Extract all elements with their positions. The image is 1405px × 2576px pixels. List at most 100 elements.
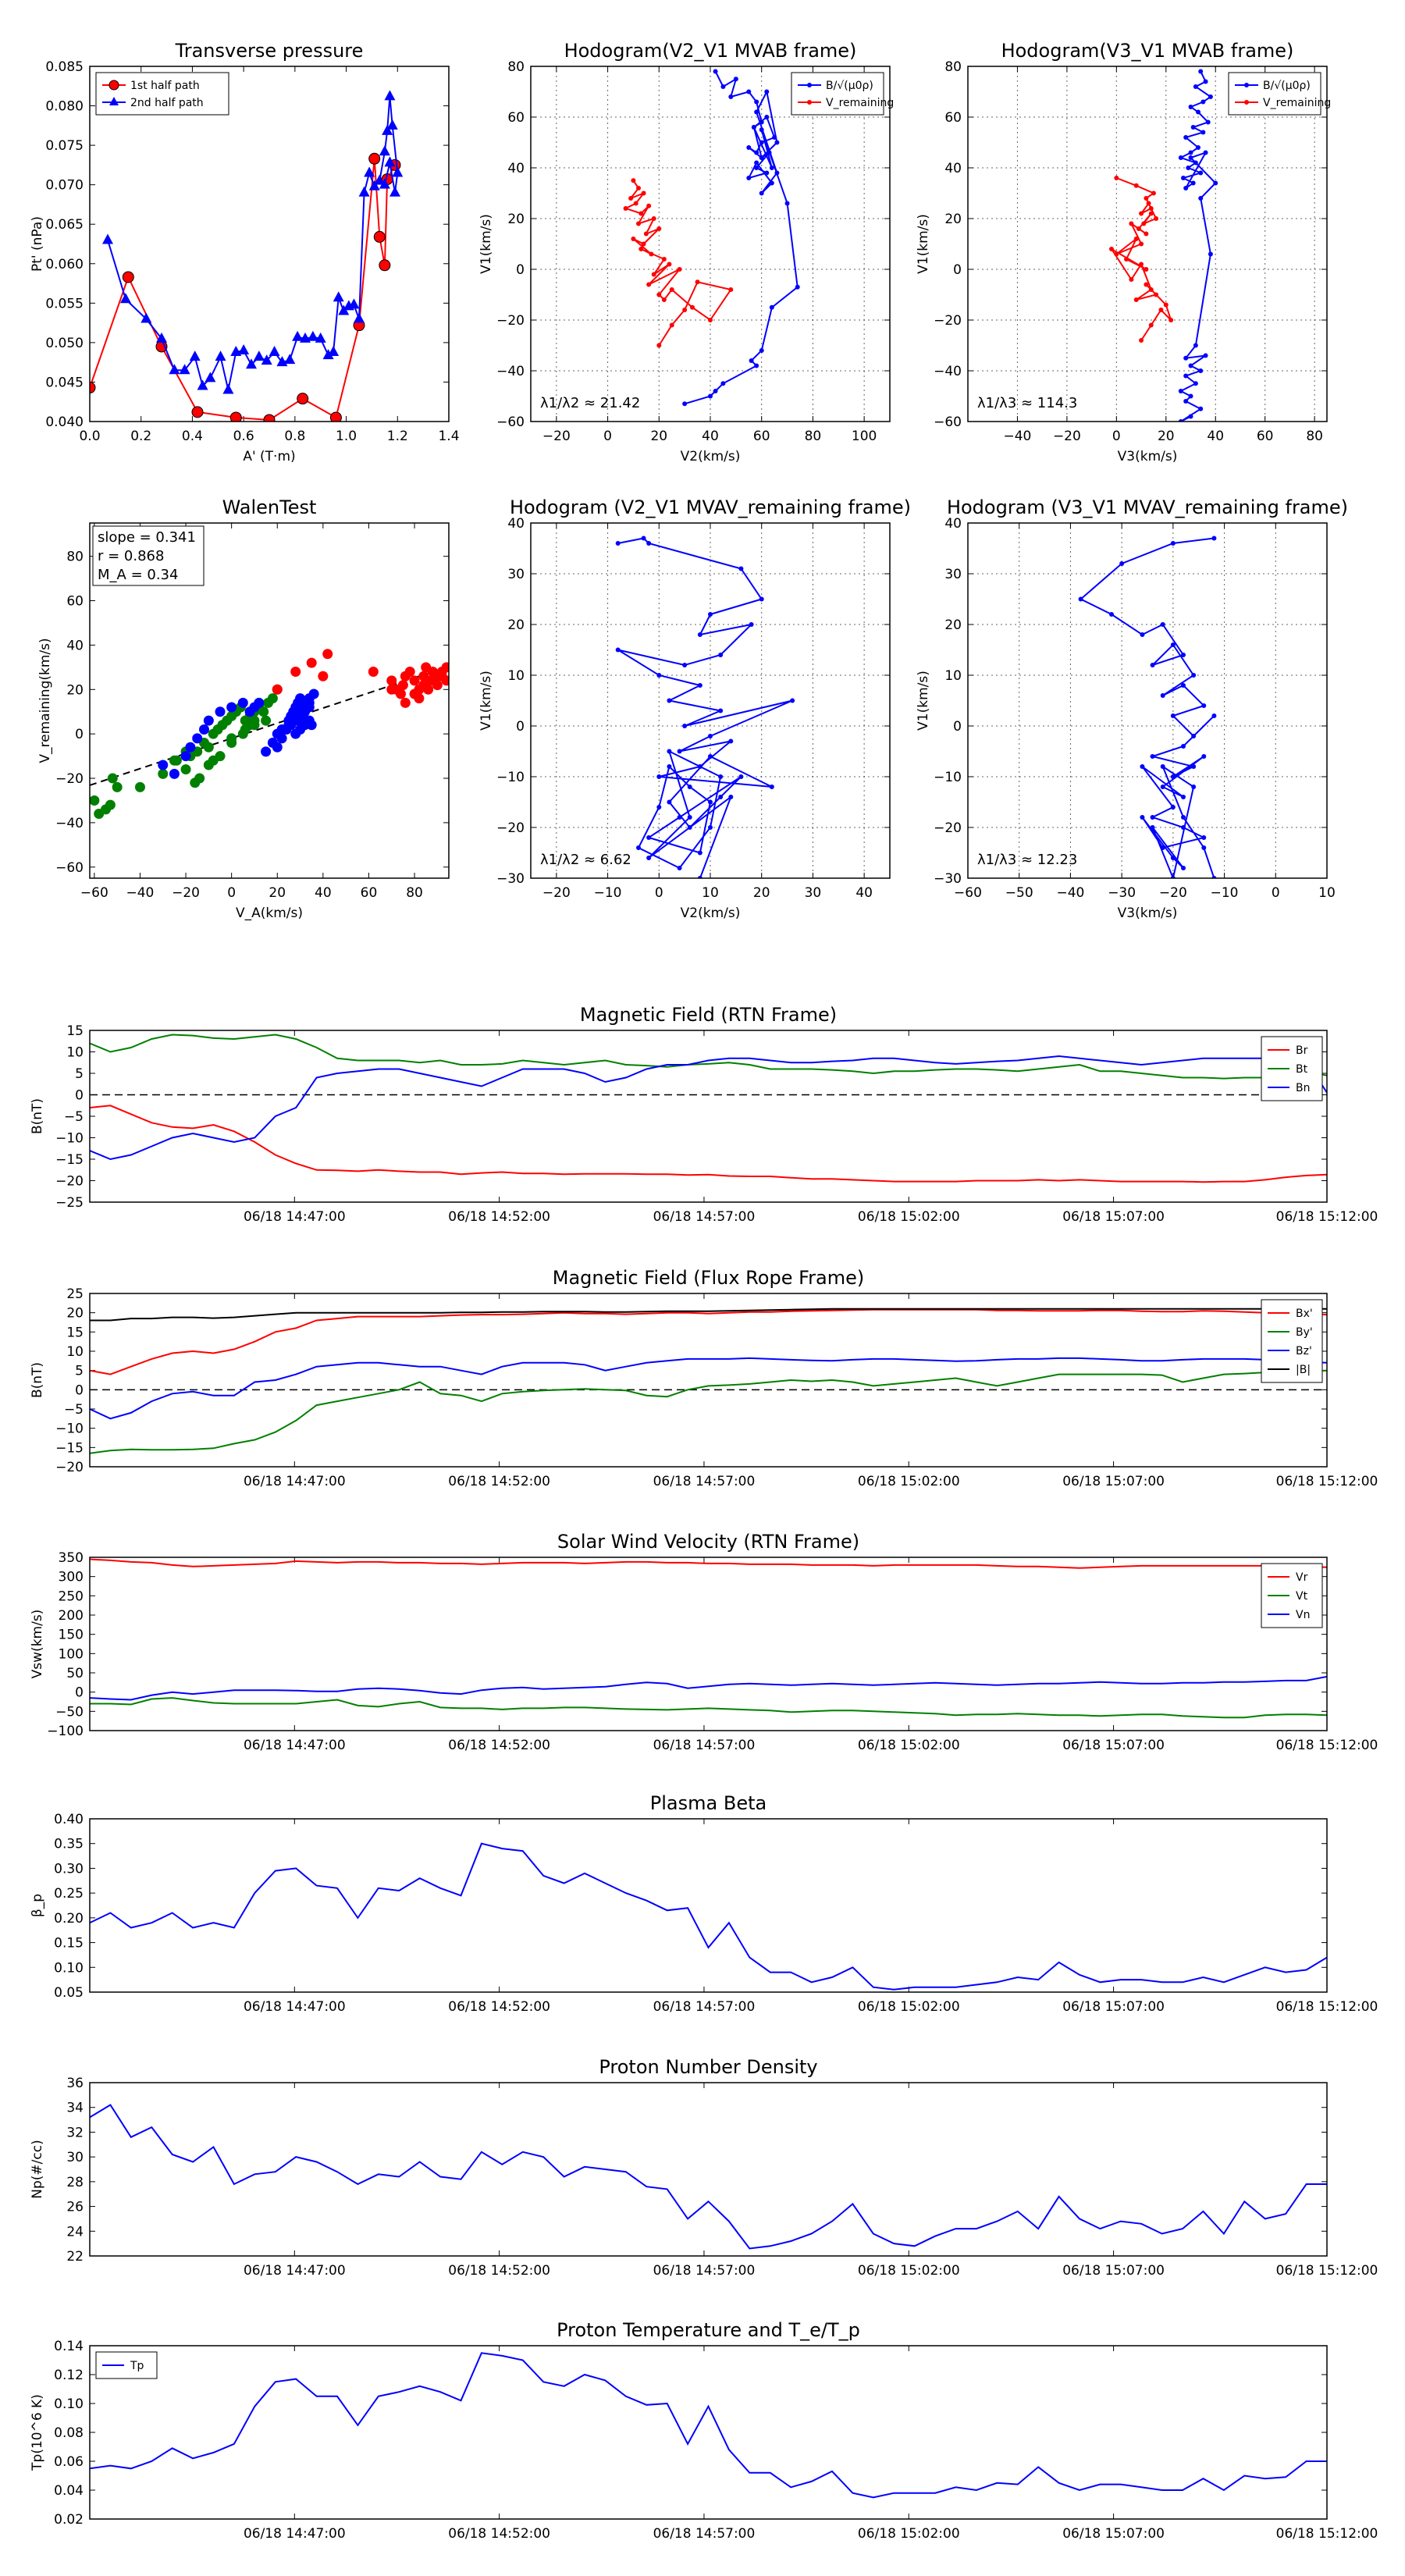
- x-tick-label: 06/18 15:07:00: [1062, 1474, 1165, 1489]
- y-tick-label: 20: [944, 617, 962, 633]
- series-red: [272, 649, 449, 708]
- data-point: [1170, 856, 1176, 860]
- data-point: [1109, 612, 1114, 617]
- data-point: [1186, 165, 1191, 170]
- data-point: [713, 69, 718, 74]
- legend-marker: [1244, 83, 1249, 87]
- y-tick-label: 0.075: [45, 138, 84, 154]
- data-point: [374, 174, 386, 185]
- data-point: [728, 738, 734, 744]
- data-point: [697, 632, 702, 637]
- chart-title: Magnetic Field (RTN Frame): [580, 1004, 837, 1026]
- legend-box: [95, 72, 229, 116]
- data-point: [718, 653, 724, 657]
- series-group: [90, 90, 404, 422]
- data-point: [1203, 79, 1208, 84]
- data-point: [192, 733, 203, 744]
- legend-label: |B|: [1296, 1364, 1311, 1376]
- data-point: [713, 389, 718, 393]
- data-point: [215, 350, 226, 361]
- data-point: [441, 662, 449, 673]
- x-tick-label: 06/18 14:52:00: [448, 1209, 550, 1225]
- data-point: [1114, 176, 1119, 180]
- plot-area: [90, 1293, 1327, 1467]
- data-point: [749, 622, 754, 627]
- x-tick-label: 06/18 14:52:00: [448, 1999, 550, 2015]
- y-tick-label: 150: [59, 1628, 84, 1643]
- data-point: [373, 230, 386, 243]
- data-point: [1191, 673, 1197, 678]
- y-tick-label: −40: [55, 816, 84, 831]
- stats-box: slope = 0.341 r = 0.868 M_A = 0.34: [92, 525, 205, 586]
- series-line: [1079, 537, 1215, 878]
- data-point: [185, 742, 196, 753]
- data-point: [708, 612, 713, 617]
- y-axis-label: V1(km/s): [478, 671, 494, 731]
- data-point: [636, 186, 641, 190]
- legend-label: Bn: [1296, 1082, 1310, 1094]
- series-group: [90, 649, 449, 820]
- x-tick-label: 06/18 15:07:00: [1062, 1738, 1165, 1753]
- data-point: [646, 835, 652, 840]
- data-point: [708, 318, 713, 322]
- data-point: [1200, 130, 1206, 135]
- y-tick-label: 0.02: [54, 2512, 84, 2528]
- data-point: [738, 566, 744, 571]
- data-point: [1188, 105, 1193, 109]
- data-point: [384, 156, 396, 167]
- panel-walen: WalenTest −60 −40 −20 0 20 40 60 80 −60 −40 −20 0 20 4…: [37, 496, 450, 921]
- x-tick-label: 80: [805, 429, 822, 444]
- chart-title: Hodogram(V2_V1 MVAB frame): [564, 40, 857, 62]
- data-point: [292, 330, 304, 341]
- data-point: [759, 190, 764, 196]
- x-tick-label: 0: [227, 885, 236, 901]
- data-point: [1183, 186, 1189, 190]
- x-tick-label: 06/18 15:07:00: [1062, 1209, 1165, 1225]
- data-point: [697, 764, 702, 769]
- legend: Tp: [95, 2351, 158, 2379]
- panel-h3mvav: Hodogram (V3_V1 MVAV_remaining frame) −60…: [916, 496, 1348, 921]
- y-tick-label: 15: [66, 1325, 84, 1340]
- y-tick-label: −20: [55, 1174, 84, 1190]
- data-point: [1193, 160, 1198, 165]
- x-tick-label: 0: [1272, 885, 1280, 901]
- series-vn: [90, 1675, 1327, 1701]
- data-point: [708, 799, 713, 805]
- x-tick-label: 06/18 14:47:00: [244, 2263, 346, 2279]
- data-point: [754, 109, 759, 115]
- data-point: [1183, 399, 1189, 404]
- data-point: [267, 693, 278, 704]
- data-point: [197, 379, 208, 390]
- data-point: [272, 684, 283, 695]
- legend-marker: [807, 83, 812, 87]
- y-tick-label: 30: [66, 2150, 84, 2165]
- data-point: [746, 145, 752, 150]
- data-point: [180, 764, 191, 775]
- data-point: [392, 166, 404, 177]
- data-point: [1191, 734, 1197, 738]
- chart-title: Hodogram (V3_V1 MVAV_remaining frame): [947, 496, 1348, 518]
- data-point: [769, 165, 774, 170]
- data-point: [1181, 744, 1186, 749]
- y-tick-label: −5: [64, 1402, 84, 1418]
- y-tick-label: 22: [66, 2249, 84, 2265]
- data-point: [1201, 835, 1207, 840]
- data-point: [1211, 535, 1217, 541]
- y-tick-label: 20: [66, 1306, 84, 1322]
- legend: 1st half path 2nd half path: [95, 72, 229, 116]
- data-point: [767, 150, 772, 155]
- panel-bFR: Magnetic Field (Flux Rope Frame) −20 −15 −1…: [30, 1267, 1378, 1489]
- y-tick-label: −40: [496, 364, 525, 379]
- data-point: [409, 675, 420, 686]
- data-point: [754, 363, 759, 368]
- x-axis-label: V3(km/s): [1118, 906, 1178, 921]
- data-point: [423, 684, 434, 695]
- y-tick-label: −25: [55, 1195, 84, 1211]
- data-point: [368, 667, 379, 678]
- data-point: [633, 201, 638, 206]
- data-point: [631, 178, 636, 183]
- y-tick-label: 32: [66, 2125, 84, 2140]
- data-point: [1170, 642, 1176, 647]
- data-point: [1160, 764, 1165, 769]
- data-point: [1150, 825, 1155, 830]
